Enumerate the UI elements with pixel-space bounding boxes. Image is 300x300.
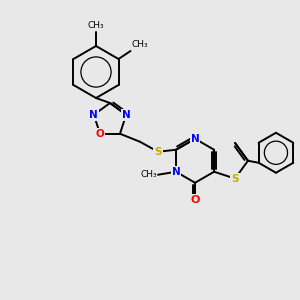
Text: O: O bbox=[190, 195, 200, 205]
Text: N: N bbox=[89, 110, 98, 120]
Text: N: N bbox=[172, 167, 180, 177]
Text: CH₃: CH₃ bbox=[131, 40, 148, 49]
Text: CH₃: CH₃ bbox=[88, 21, 104, 30]
Text: S: S bbox=[231, 174, 239, 184]
Text: CH₃: CH₃ bbox=[140, 170, 157, 179]
Text: N: N bbox=[191, 134, 200, 144]
Text: S: S bbox=[154, 147, 162, 157]
Text: N: N bbox=[122, 110, 130, 120]
Text: O: O bbox=[96, 129, 104, 139]
